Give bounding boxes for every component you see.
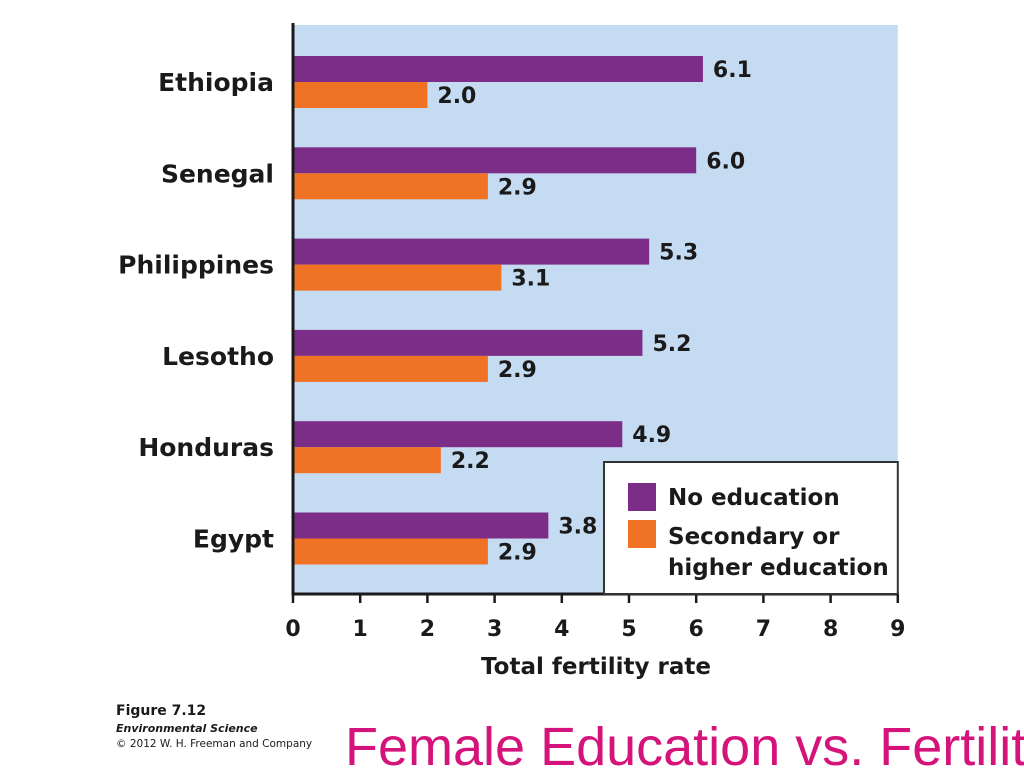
bar-senegal-no-education xyxy=(293,147,697,174)
figure-number: Figure 7.12 xyxy=(116,703,207,719)
legend-label-secondary-line-1: Secondary or xyxy=(668,524,840,550)
book-title: Environmental Science xyxy=(116,722,258,735)
fertility-bar-chart: Ethiopia Senegal Philippines Lesotho Hondura… xyxy=(118,23,905,680)
bar-lesotho-no-education xyxy=(293,329,643,356)
value-label-ethiopia-no-education: 6.1 xyxy=(713,58,752,83)
x-tick-label-0: 0 xyxy=(285,617,300,642)
value-label-ethiopia-secondary-or-higher-education: 2.0 xyxy=(437,84,476,109)
x-tick-label-8: 8 xyxy=(823,617,838,642)
category-label-senegal: Senegal xyxy=(161,159,274,188)
x-tick-label-6: 6 xyxy=(689,617,704,642)
category-label-philippines: Philippines xyxy=(118,251,274,280)
value-label-honduras-no-education: 4.9 xyxy=(632,423,671,448)
value-label-senegal-no-education: 6.0 xyxy=(706,149,745,174)
x-tick-label-2: 2 xyxy=(420,617,435,642)
legend-swatch-secondary-or-higher-education xyxy=(628,520,656,548)
value-label-lesotho-secondary-or-higher-education: 2.9 xyxy=(498,358,537,383)
value-label-senegal-secondary-or-higher-education: 2.9 xyxy=(498,175,537,200)
value-label-egypt-secondary-or-higher-education: 2.9 xyxy=(498,541,537,566)
bar-honduras-secondary-or-higher-education xyxy=(293,447,441,474)
bar-lesotho-secondary-or-higher-education xyxy=(293,355,488,382)
x-tick-label-9: 9 xyxy=(890,617,905,642)
legend-swatch-no-education xyxy=(628,483,656,511)
value-label-lesotho-no-education: 5.2 xyxy=(652,332,691,357)
x-tick-label-5: 5 xyxy=(621,617,636,642)
x-tick-label-7: 7 xyxy=(756,617,771,642)
category-label-egypt: Egypt xyxy=(193,525,274,554)
x-tick-label-1: 1 xyxy=(353,617,368,642)
category-label-honduras: Honduras xyxy=(138,433,274,462)
bar-egypt-secondary-or-higher-education xyxy=(293,538,488,565)
bar-senegal-secondary-or-higher-education xyxy=(293,173,488,200)
bar-ethiopia-secondary-or-higher-education xyxy=(293,82,428,108)
x-tick-label-4: 4 xyxy=(554,617,569,642)
legend-label-secondary-line-2: higher education xyxy=(668,555,889,581)
x-tick-label-3: 3 xyxy=(487,617,502,642)
value-label-philippines-secondary-or-higher-education: 3.1 xyxy=(511,267,550,292)
copyright-notice: © 2012 W. H. Freeman and Company xyxy=(116,738,313,750)
legend-label-no-education: No education xyxy=(668,485,840,511)
bar-philippines-no-education xyxy=(293,238,650,265)
bar-ethiopia-no-education xyxy=(293,56,703,82)
value-label-egypt-no-education: 3.8 xyxy=(558,515,597,540)
x-axis-title: Total fertility rate xyxy=(481,654,711,680)
bar-egypt-no-education xyxy=(293,512,549,539)
category-label-ethiopia: Ethiopia xyxy=(158,68,274,97)
value-label-honduras-secondary-or-higher-education: 2.2 xyxy=(451,449,490,474)
bar-honduras-no-education xyxy=(293,421,623,448)
bar-philippines-secondary-or-higher-education xyxy=(293,264,502,291)
category-label-lesotho: Lesotho xyxy=(162,342,274,371)
slide-title: Female Education vs. Fertility xyxy=(345,718,1024,777)
value-label-philippines-no-education: 5.3 xyxy=(659,241,698,266)
